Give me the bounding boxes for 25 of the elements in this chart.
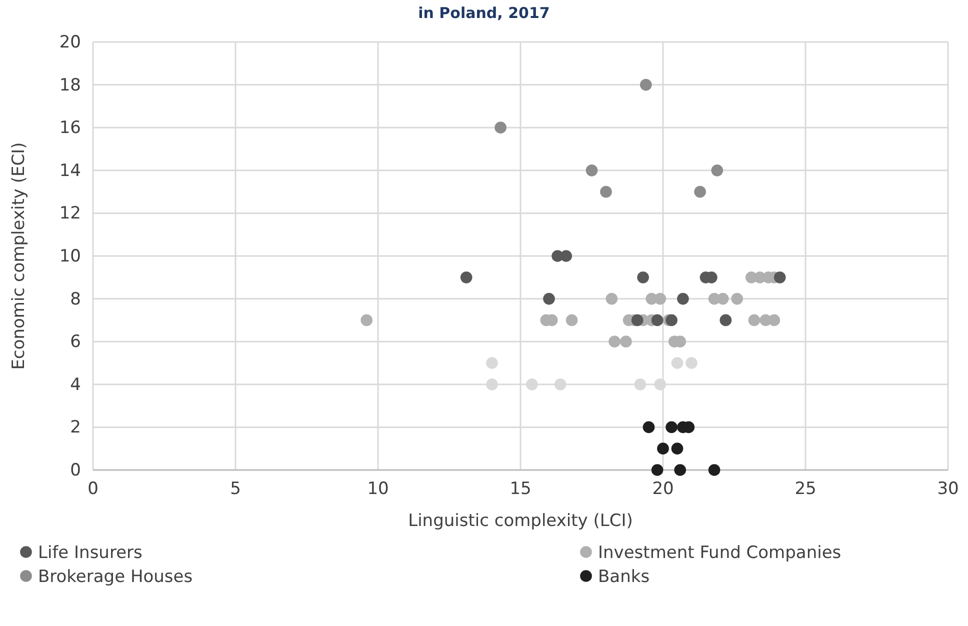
y-tick-label: 16 (59, 118, 81, 138)
x-tick-label: 25 (794, 479, 816, 500)
x-tick-label: 15 (510, 479, 532, 500)
y-tick-label: 2 (70, 418, 81, 438)
x-axis-title: Linguistic complexity (LCI) (408, 511, 633, 531)
x-tick-label: 10 (367, 479, 389, 500)
y-tick-label: 20 (59, 32, 81, 52)
legend-label: Brokerage Houses (38, 566, 193, 587)
x-tick-label: 5 (230, 479, 241, 500)
x-tick-label: 30 (937, 479, 959, 500)
x-tick-label: 0 (88, 479, 98, 500)
x-tick-label: 20 (652, 479, 674, 500)
y-tick-label: 18 (59, 75, 81, 96)
y-tick-label: 8 (70, 289, 81, 310)
legend-label: Banks (598, 566, 650, 587)
legend-label: Life Insurers (38, 542, 143, 563)
y-tick-label: 12 (59, 204, 81, 224)
y-tick-label: 14 (59, 160, 81, 181)
chart-title: in Poland, 2017 (418, 4, 550, 22)
y-tick-label: 0 (70, 460, 81, 480)
y-axis-title: Economic complexity (ECI) (9, 142, 29, 370)
legend-label: Investment Fund Companies (598, 542, 842, 563)
y-tick-label: 10 (59, 246, 81, 266)
y-tick-label: 6 (70, 332, 81, 352)
y-tick-label: 4 (70, 374, 81, 395)
